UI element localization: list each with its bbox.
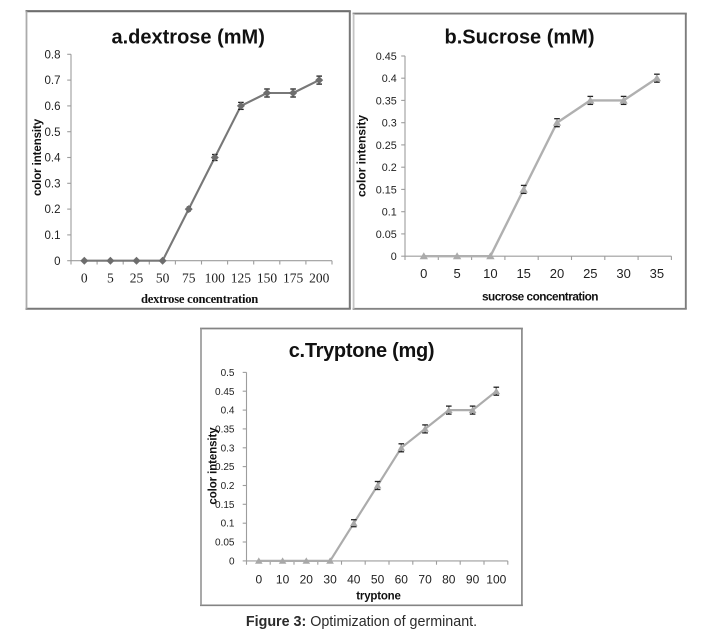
svg-text:0.2: 0.2 [382, 162, 397, 174]
svg-text:0.25: 0.25 [215, 462, 235, 473]
svg-text:0: 0 [391, 251, 397, 263]
svg-text:Figure 3: Optimization of germ: Figure 3: Optimization of germinant. [246, 614, 477, 630]
svg-text:125: 125 [231, 271, 252, 286]
svg-text:0.15: 0.15 [215, 500, 235, 511]
svg-text:60: 60 [395, 573, 409, 587]
svg-text:30: 30 [616, 266, 630, 281]
svg-text:0.7: 0.7 [45, 75, 61, 87]
svg-text:25: 25 [583, 266, 597, 281]
svg-text:color intensity: color intensity [32, 118, 44, 196]
svg-text:0.1: 0.1 [45, 230, 61, 242]
svg-text:10: 10 [276, 573, 290, 587]
svg-text:0: 0 [54, 256, 60, 268]
svg-text:0.1: 0.1 [382, 207, 397, 219]
svg-text:175: 175 [283, 271, 304, 286]
svg-text:75: 75 [182, 271, 196, 286]
svg-text:0.25: 0.25 [376, 140, 397, 152]
svg-text:c.Tryptone (mg): c.Tryptone (mg) [289, 340, 435, 362]
svg-text:0.4: 0.4 [45, 153, 62, 165]
svg-text:0.1: 0.1 [221, 519, 235, 530]
svg-text:sucrose concentration: sucrose concentration [482, 290, 598, 304]
svg-text:0: 0 [255, 573, 262, 587]
svg-text:20: 20 [300, 573, 314, 587]
svg-text:a.dextrose (mM): a.dextrose (mM) [112, 27, 265, 49]
svg-text:70: 70 [418, 573, 432, 587]
svg-text:10: 10 [483, 266, 497, 281]
svg-text:5: 5 [107, 271, 114, 286]
svg-text:0.4: 0.4 [382, 73, 397, 85]
svg-text:50: 50 [371, 573, 385, 587]
svg-text:0.15: 0.15 [376, 184, 397, 196]
svg-text:0.2: 0.2 [45, 204, 61, 216]
svg-text:color intensity: color intensity [208, 427, 220, 505]
svg-text:dextrose concentration: dextrose concentration [141, 292, 258, 306]
svg-text:0.05: 0.05 [215, 538, 235, 549]
svg-text:5: 5 [453, 266, 460, 281]
svg-text:0: 0 [81, 271, 88, 286]
svg-text:color intensity: color intensity [355, 115, 369, 197]
svg-text:100: 100 [205, 271, 226, 286]
svg-text:0.35: 0.35 [376, 95, 397, 107]
svg-text:0: 0 [420, 266, 427, 281]
svg-text:20: 20 [550, 266, 564, 281]
svg-text:0.5: 0.5 [45, 127, 61, 139]
svg-text:0.3: 0.3 [221, 443, 235, 454]
svg-text:40: 40 [347, 573, 361, 587]
svg-text:80: 80 [442, 573, 456, 587]
svg-text:90: 90 [466, 573, 480, 587]
svg-text:50: 50 [156, 271, 170, 286]
svg-text:0.8: 0.8 [45, 49, 61, 61]
svg-text:150: 150 [257, 271, 278, 286]
svg-text:0: 0 [229, 556, 235, 567]
svg-text:0.05: 0.05 [376, 229, 397, 241]
svg-text:15: 15 [516, 266, 530, 281]
svg-text:200: 200 [309, 271, 330, 286]
svg-text:0.35: 0.35 [215, 425, 235, 436]
svg-text:30: 30 [323, 573, 337, 587]
svg-text:0.45: 0.45 [215, 387, 235, 398]
svg-text:100: 100 [486, 573, 506, 587]
svg-text:0.3: 0.3 [382, 118, 397, 130]
svg-text:0.6: 0.6 [45, 101, 61, 113]
svg-text:b.Sucrose (mM): b.Sucrose (mM) [444, 27, 594, 49]
svg-text:tryptone: tryptone [356, 591, 400, 603]
svg-text:35: 35 [650, 266, 664, 281]
svg-text:0.5: 0.5 [221, 368, 235, 379]
svg-text:0.4: 0.4 [221, 406, 235, 417]
svg-text:0.2: 0.2 [221, 481, 235, 492]
svg-text:25: 25 [130, 271, 144, 286]
svg-text:0.3: 0.3 [45, 178, 61, 190]
svg-text:0.45: 0.45 [376, 51, 397, 63]
